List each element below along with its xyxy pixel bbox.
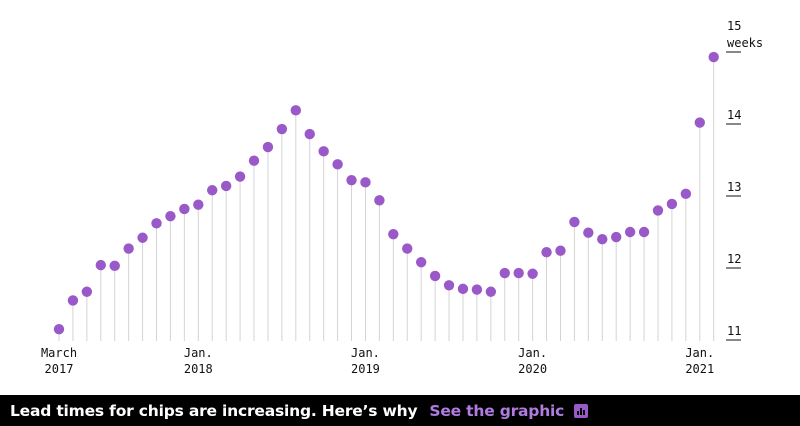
data-point [624,226,636,238]
data-point [151,218,162,229]
data-point [346,174,357,186]
x-tick-year: 2018 [184,362,213,376]
chart-area: 11 12 13 14 15 weeks March 2017 Jan. 2018 Jan. 201… [41,19,763,376]
stems-layer [58,57,715,341]
data-point [402,243,413,254]
x-tick-year: 2019 [351,362,380,376]
data-point [708,51,719,63]
data-point [597,234,608,245]
data-point [555,245,566,256]
data-point [638,226,650,238]
data-point [193,199,204,210]
data-point [583,227,594,238]
data-point [443,280,455,291]
data-point [360,177,371,188]
data-point [95,259,106,271]
data-point [374,195,385,206]
data-point [541,246,552,258]
data-point [415,257,427,268]
data-point [513,267,524,279]
data-point [611,231,622,243]
data-point [290,105,302,116]
data-point [499,267,510,279]
data-point [123,243,134,254]
data-point [109,260,120,272]
x-tick-label: Jan. [685,346,714,360]
data-point [527,268,538,279]
data-point [67,295,79,306]
x-tick-label: March [41,346,77,360]
data-point [318,146,329,157]
data-point [332,159,343,170]
data-point [262,141,274,153]
y-axis: 11 12 13 14 15 weeks [726,19,763,341]
x-tick-year: 2020 [518,362,547,376]
dots-layer [53,51,719,335]
y-unit-label: weeks [727,36,763,50]
data-point [234,171,246,182]
data-point [569,216,580,228]
data-point [666,198,678,210]
y-tick-label: 15 [727,19,741,33]
data-point [276,123,288,135]
data-point [165,210,176,222]
data-point [207,185,218,196]
data-point [53,324,65,335]
data-point [179,203,190,215]
banner-headline: Lead times for chips are increasing. Her… [10,401,418,420]
data-point [471,284,483,295]
data-point [680,188,692,200]
data-point [248,155,260,166]
x-tick-year: 2017 [45,362,74,376]
data-point [485,286,497,297]
x-tick-label: Jan. [184,346,213,360]
data-point [304,128,315,140]
y-tick-label: 14 [727,108,741,122]
data-point [652,205,664,216]
see-graphic-link[interactable]: See the graphic [429,401,565,420]
data-point [220,180,232,192]
data-point [137,232,148,243]
lead-time-chart: 11 12 13 14 15 weeks March 2017 Jan. 2018 Jan. 201… [41,19,763,376]
x-tick-label: Jan. [351,346,380,360]
x-tick-label: Jan. [518,346,547,360]
chart-bars-icon[interactable] [574,403,589,418]
y-tick-label: 12 [727,252,741,266]
data-point [429,270,441,282]
x-tick-year: 2021 [685,362,714,376]
data-point [694,117,705,128]
promo-banner[interactable]: Lead times for chips are increasing. Her… [0,395,800,426]
y-tick-label: 13 [727,180,741,194]
y-tick-label: 11 [727,324,741,338]
data-point [81,286,93,297]
x-axis: March 2017 Jan. 2018 Jan. 2019 Jan. 2020 Jan. 202… [41,346,714,376]
data-point [457,283,469,295]
data-point [388,228,399,240]
